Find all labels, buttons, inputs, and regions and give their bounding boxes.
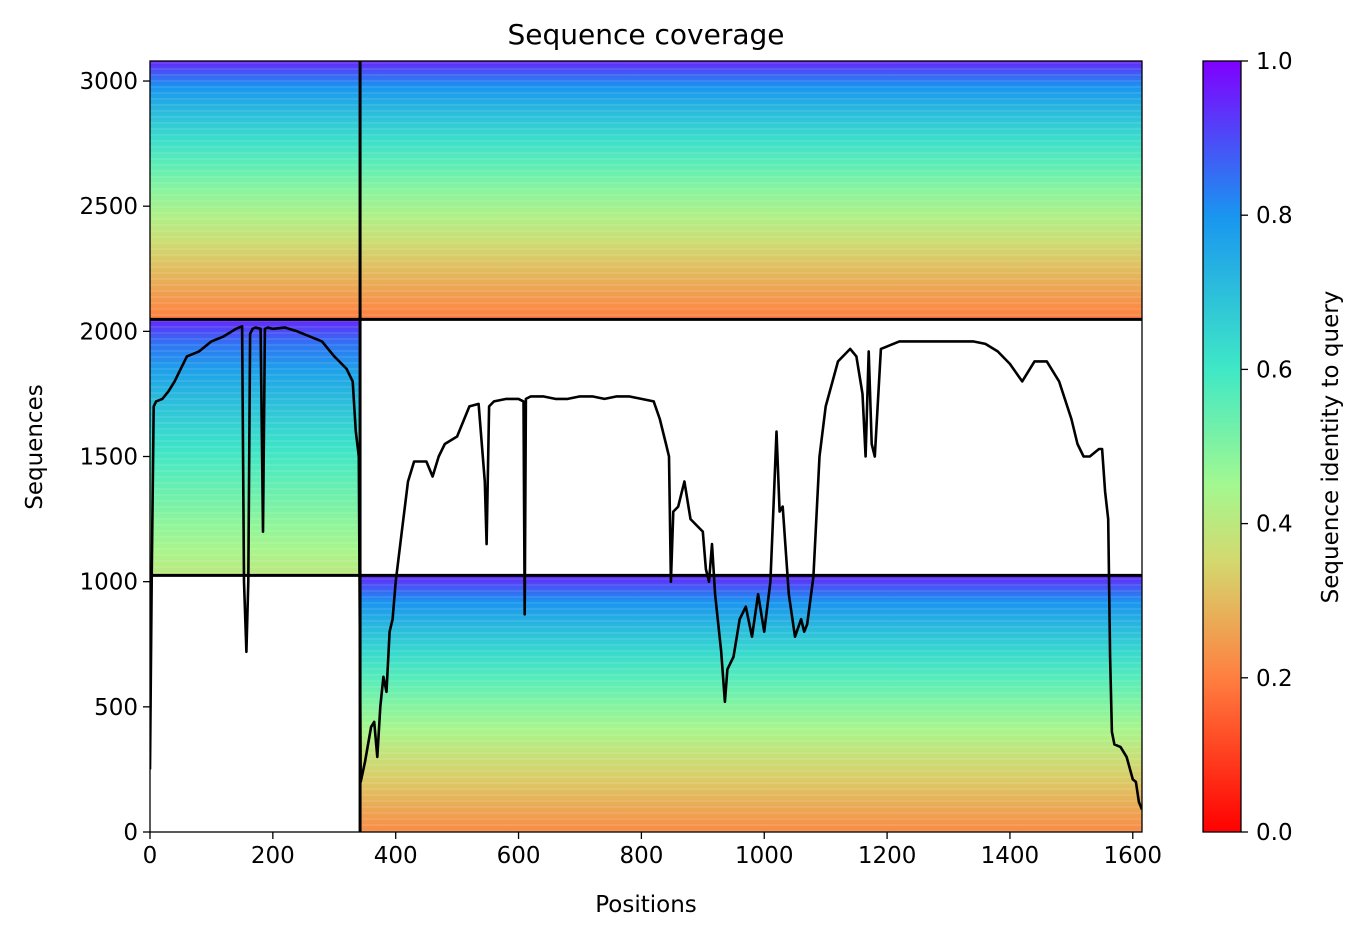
y-tick-label: 3000	[79, 69, 138, 95]
colorbar-tick-label: 0.6	[1256, 357, 1293, 383]
x-tick-label: 1600	[1104, 843, 1163, 869]
colorbar-label: Sequence identity to query	[1318, 291, 1344, 604]
y-tick-label: 0	[123, 820, 138, 846]
x-tick-label: 200	[251, 843, 295, 869]
plot-frame	[149, 60, 1143, 833]
x-tick-label: 400	[374, 843, 418, 869]
coverage-line	[150, 324, 1142, 810]
y-tick-label: 2500	[79, 194, 138, 220]
colorbar-tick-label: 0.2	[1256, 666, 1293, 692]
y-tick-label: 1500	[79, 445, 138, 471]
colorbar-tick-label: 0.0	[1256, 820, 1293, 846]
x-tick-label: 1400	[981, 843, 1040, 869]
colorbar-tick-label: 1.0	[1256, 49, 1293, 75]
x-axis-label: Positions	[595, 892, 697, 918]
plot-area	[150, 61, 1142, 832]
axes: 0 200 400 600 800 1000 1200 1400 1600 0 500 1000 150…	[79, 60, 1163, 869]
colorbar-tick-label: 0.4	[1256, 512, 1293, 538]
x-tick-label: 0	[143, 843, 158, 869]
x-tick-label: 1000	[735, 843, 794, 869]
y-tick-label: 1000	[79, 570, 138, 596]
colorbar: 0.0 0.2 0.4 0.6 0.8 1.0 Sequence identity to …	[1202, 49, 1344, 846]
y-tick-label: 500	[94, 695, 138, 721]
chart-title: Sequence coverage	[507, 18, 784, 51]
y-tick-label: 2000	[79, 319, 138, 345]
x-tick-label: 1200	[858, 843, 917, 869]
colorbar-gradient	[1202, 60, 1242, 833]
y-axis-label: Sequences	[22, 384, 48, 509]
x-tick-label: 800	[619, 843, 663, 869]
colorbar-tick-label: 0.8	[1256, 203, 1293, 229]
x-tick-label: 600	[497, 843, 541, 869]
